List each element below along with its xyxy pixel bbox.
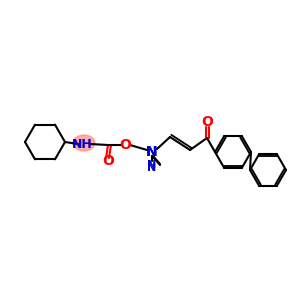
Text: O: O [102,154,114,168]
Text: O: O [119,138,131,152]
Text: NH: NH [72,137,92,151]
Text: N: N [147,163,157,173]
Ellipse shape [73,135,95,151]
Text: N: N [146,145,158,159]
Text: N: N [146,145,158,159]
Text: O: O [201,115,213,129]
Text: N: N [147,160,157,170]
